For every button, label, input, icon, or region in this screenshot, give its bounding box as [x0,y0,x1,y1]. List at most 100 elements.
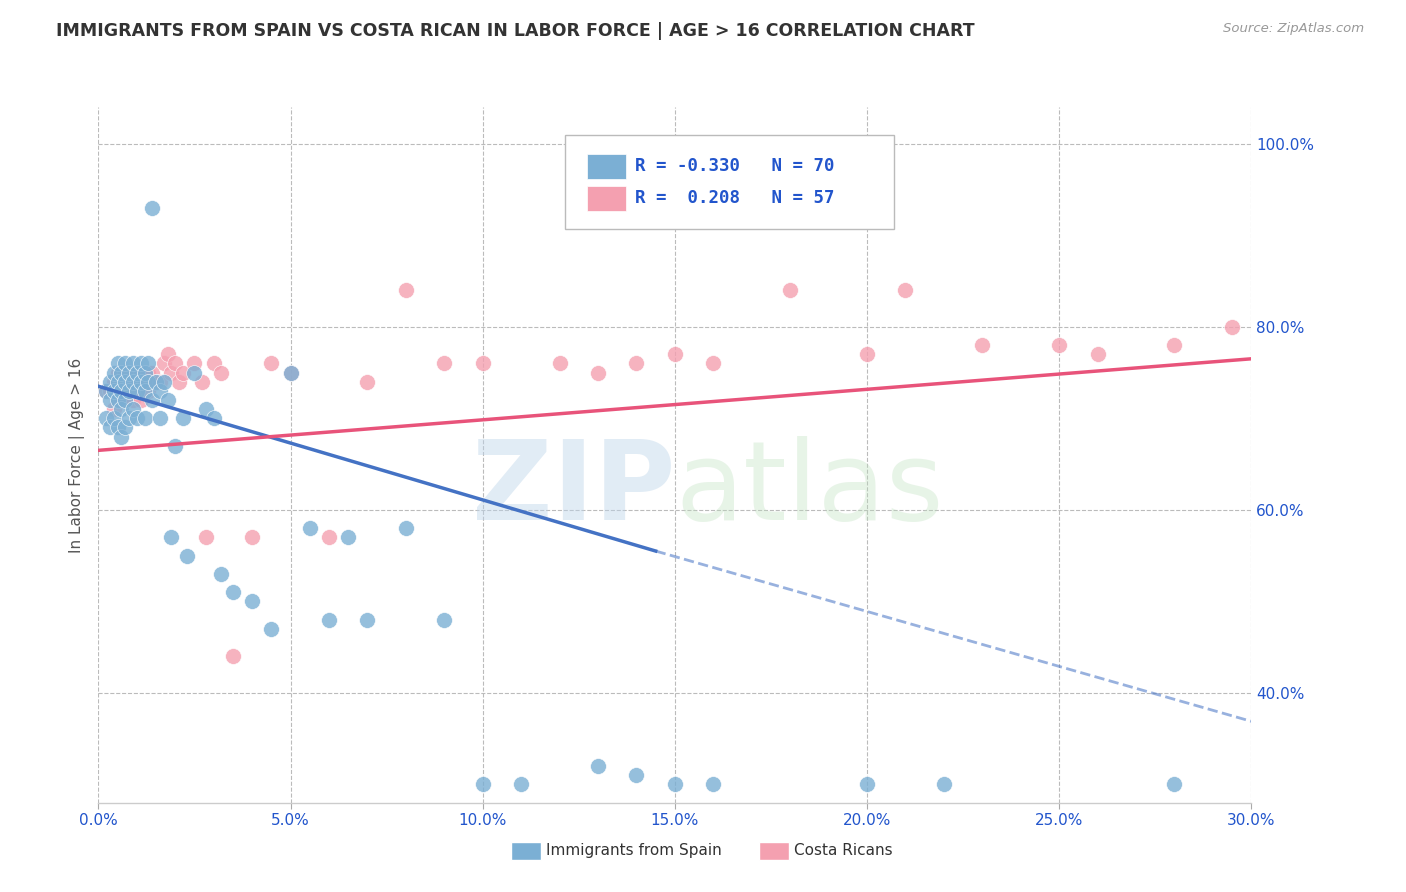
Text: R = -0.330   N = 70: R = -0.330 N = 70 [634,157,834,175]
Point [94,384,117,398]
Point [125,384,148,398]
Point [110,392,132,407]
Point [125,411,148,425]
Point [129,375,152,389]
FancyBboxPatch shape [588,154,627,179]
Point [134,375,156,389]
Point [972,338,994,352]
Point [129,392,152,407]
Point [107,356,129,370]
Point [1163,338,1185,352]
Point [149,384,172,398]
Point [110,366,132,380]
Point [160,366,183,380]
Point [337,530,360,544]
Point [356,613,378,627]
Point [114,392,136,407]
Point [152,356,174,370]
Point [195,530,218,544]
Point [318,613,340,627]
Point [107,420,129,434]
Text: Source: ZipAtlas.com: Source: ZipAtlas.com [1223,22,1364,36]
Point [129,366,152,380]
Point [110,429,132,443]
Point [98,392,121,407]
Point [1087,347,1109,361]
Point [209,566,232,581]
Point [183,356,205,370]
Point [586,759,609,773]
Point [114,392,136,407]
Point [395,283,418,297]
Point [172,411,194,425]
Point [118,366,141,380]
Point [280,366,302,380]
Point [172,366,194,380]
Point [141,392,163,407]
Point [145,375,167,389]
Point [98,375,121,389]
Point [134,384,156,398]
Point [471,777,494,791]
Point [138,356,160,370]
Point [280,366,302,380]
Point [202,411,225,425]
Point [125,384,148,398]
Point [1163,777,1185,791]
Point [141,201,163,215]
Point [202,356,225,370]
Point [141,366,163,380]
Text: atlas: atlas [675,436,943,543]
Text: Immigrants from Spain: Immigrants from Spain [546,843,721,858]
Point [138,375,160,389]
Point [260,622,283,636]
Point [856,347,879,361]
Point [894,283,917,297]
Point [152,375,174,389]
Point [471,356,494,370]
Point [103,402,125,417]
Point [932,777,955,791]
Point [107,375,129,389]
Point [110,384,132,398]
FancyBboxPatch shape [565,135,894,229]
Point [1047,338,1070,352]
Point [122,375,145,389]
Point [240,530,263,544]
Point [94,384,117,398]
Point [176,549,198,563]
Text: ZIP: ZIP [471,436,675,543]
Point [107,392,129,407]
Point [125,366,148,380]
Point [156,347,179,361]
Point [103,411,125,425]
FancyBboxPatch shape [512,842,541,860]
Point [114,420,136,434]
Point [779,283,801,297]
Point [260,356,283,370]
Point [298,521,321,535]
Point [145,375,167,389]
Point [98,420,121,434]
Point [586,366,609,380]
Point [167,375,190,389]
Point [138,366,160,380]
Point [548,356,571,370]
Point [103,384,125,398]
Point [134,366,156,380]
Point [195,402,218,417]
Point [222,585,245,599]
Point [149,375,172,389]
Point [240,594,263,608]
Point [107,392,129,407]
FancyBboxPatch shape [759,842,789,860]
Y-axis label: In Labor Force | Age > 16: In Labor Force | Age > 16 [69,358,84,552]
Text: Costa Ricans: Costa Ricans [793,843,893,858]
Point [149,411,172,425]
Point [122,375,145,389]
Point [103,375,125,389]
Point [98,384,121,398]
Point [129,356,152,370]
Point [118,411,141,425]
Point [107,366,129,380]
